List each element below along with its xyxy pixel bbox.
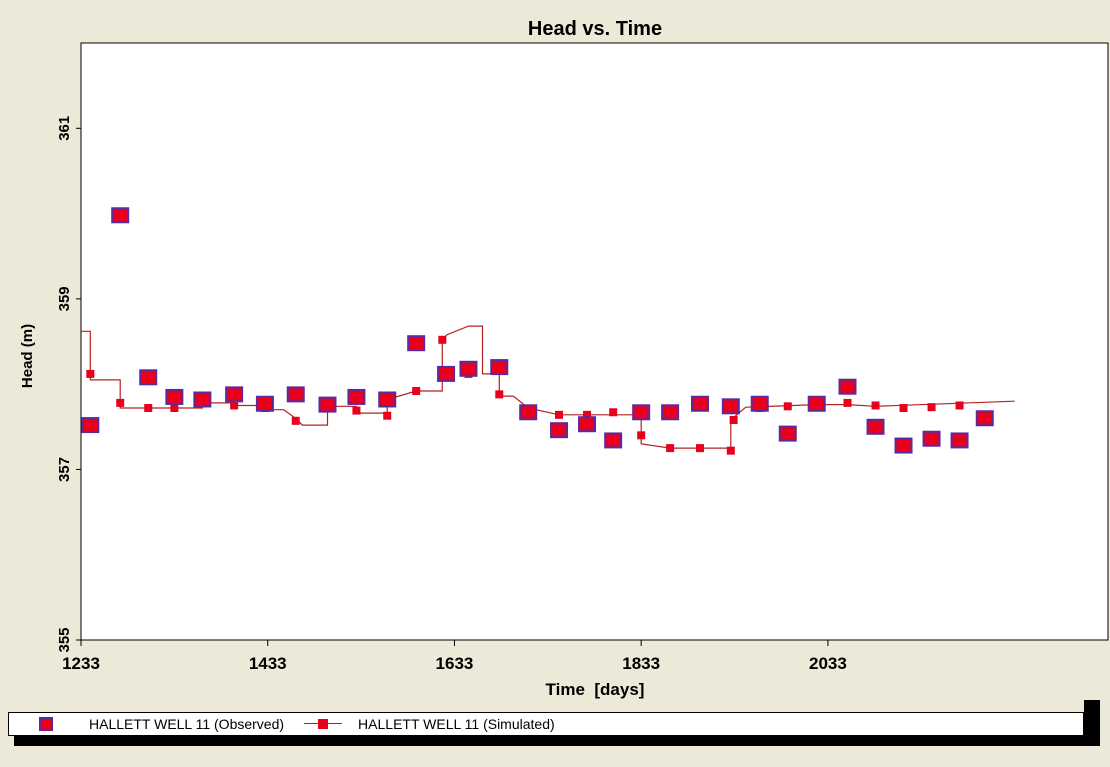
simulated-point xyxy=(352,406,361,415)
observed-point xyxy=(950,432,969,449)
observed-point xyxy=(437,365,456,382)
observed-point xyxy=(407,335,426,352)
observed-point xyxy=(225,386,244,403)
observed-point xyxy=(922,430,941,447)
simulated-point xyxy=(955,401,964,410)
observed-point xyxy=(604,432,623,449)
y-tick-label: 359 xyxy=(56,286,73,311)
simulated-point xyxy=(637,431,646,440)
observed-point xyxy=(81,417,100,434)
legend-item-simulated: HALLETT WELL 11 (Simulated) xyxy=(304,716,555,732)
x-tick-label: 1633 xyxy=(436,654,474,673)
simulated-point xyxy=(170,404,179,413)
axes-layer: 1233 1433 1633 1833 2033 355 357 359 361 xyxy=(56,116,847,673)
observed-point xyxy=(778,425,797,442)
simulated-point xyxy=(495,390,504,399)
simulated-point xyxy=(583,410,592,419)
observed-point xyxy=(193,391,212,408)
simulated-point xyxy=(86,369,95,378)
observed-point xyxy=(459,360,478,377)
observed-point xyxy=(490,359,509,376)
legend-label-simulated: HALLETT WELL 11 (Simulated) xyxy=(358,716,555,732)
simulated-point xyxy=(144,404,153,413)
simulated-point xyxy=(843,398,852,407)
simulated-point xyxy=(696,444,705,453)
y-tick-label: 355 xyxy=(56,627,73,652)
observed-point xyxy=(318,396,337,413)
legend-shadow xyxy=(14,736,1100,746)
y-axis-label: Head (m) xyxy=(19,324,36,388)
simulated-point xyxy=(116,398,125,407)
simulated-point xyxy=(783,402,792,411)
x-axis-label: Time [days] xyxy=(546,680,645,699)
legend-shadow xyxy=(1084,700,1100,746)
simulated-point xyxy=(383,411,392,420)
x-tick-label: 1233 xyxy=(62,654,100,673)
observed-point xyxy=(866,418,885,435)
simulated-point xyxy=(230,401,239,410)
simulated-series-line xyxy=(81,325,1015,449)
chart-title: Head vs. Time xyxy=(528,18,662,40)
observed-point xyxy=(139,369,158,386)
observed-point xyxy=(255,395,274,412)
observed-point xyxy=(550,422,569,439)
observed-point xyxy=(632,404,651,421)
observed-point xyxy=(111,207,130,224)
chart-svg: Head vs. Time Time [days] Head (m) 1233 1… xyxy=(19,18,1109,699)
simulated-point xyxy=(412,386,421,395)
simulated-point xyxy=(871,401,880,410)
y-tick-label: 357 xyxy=(56,457,73,482)
observed-point xyxy=(894,437,913,454)
observed-marker-icon xyxy=(39,717,53,731)
observed-point xyxy=(165,388,184,405)
simulated-point xyxy=(438,335,447,344)
observed-point xyxy=(286,386,305,403)
observed-point xyxy=(838,378,857,395)
y-tick-label: 361 xyxy=(56,116,73,141)
observed-point xyxy=(347,388,366,405)
observed-point xyxy=(519,404,538,421)
simulated-point xyxy=(899,404,908,413)
observed-point xyxy=(750,395,769,412)
legend-label-observed: HALLETT WELL 11 (Observed) xyxy=(89,716,285,732)
observed-point xyxy=(661,404,680,421)
simulated-point xyxy=(927,403,936,412)
legend-item-observed: HALLETT WELL 11 (Observed) xyxy=(39,716,284,732)
x-tick-label: 1433 xyxy=(249,654,287,673)
simulated-line-icon xyxy=(304,718,343,730)
x-tick-label: 2033 xyxy=(809,654,847,673)
observed-point xyxy=(975,410,994,427)
x-tick-label: 1833 xyxy=(622,654,660,673)
series-layer xyxy=(81,207,1015,455)
legend: HALLETT WELL 11 (Observed) HALLETT WELL … xyxy=(8,712,1084,736)
observed-point xyxy=(807,395,826,412)
observed-point xyxy=(378,391,397,408)
simulated-point xyxy=(291,416,300,425)
simulated-point xyxy=(666,444,675,453)
simulated-point xyxy=(726,446,735,455)
plot-area xyxy=(80,42,1109,641)
simulated-point xyxy=(729,415,738,424)
simulated-point xyxy=(609,408,618,417)
observed-point xyxy=(691,395,710,412)
observed-point xyxy=(578,416,597,433)
simulated-point xyxy=(555,410,564,419)
observed-point xyxy=(721,398,740,415)
